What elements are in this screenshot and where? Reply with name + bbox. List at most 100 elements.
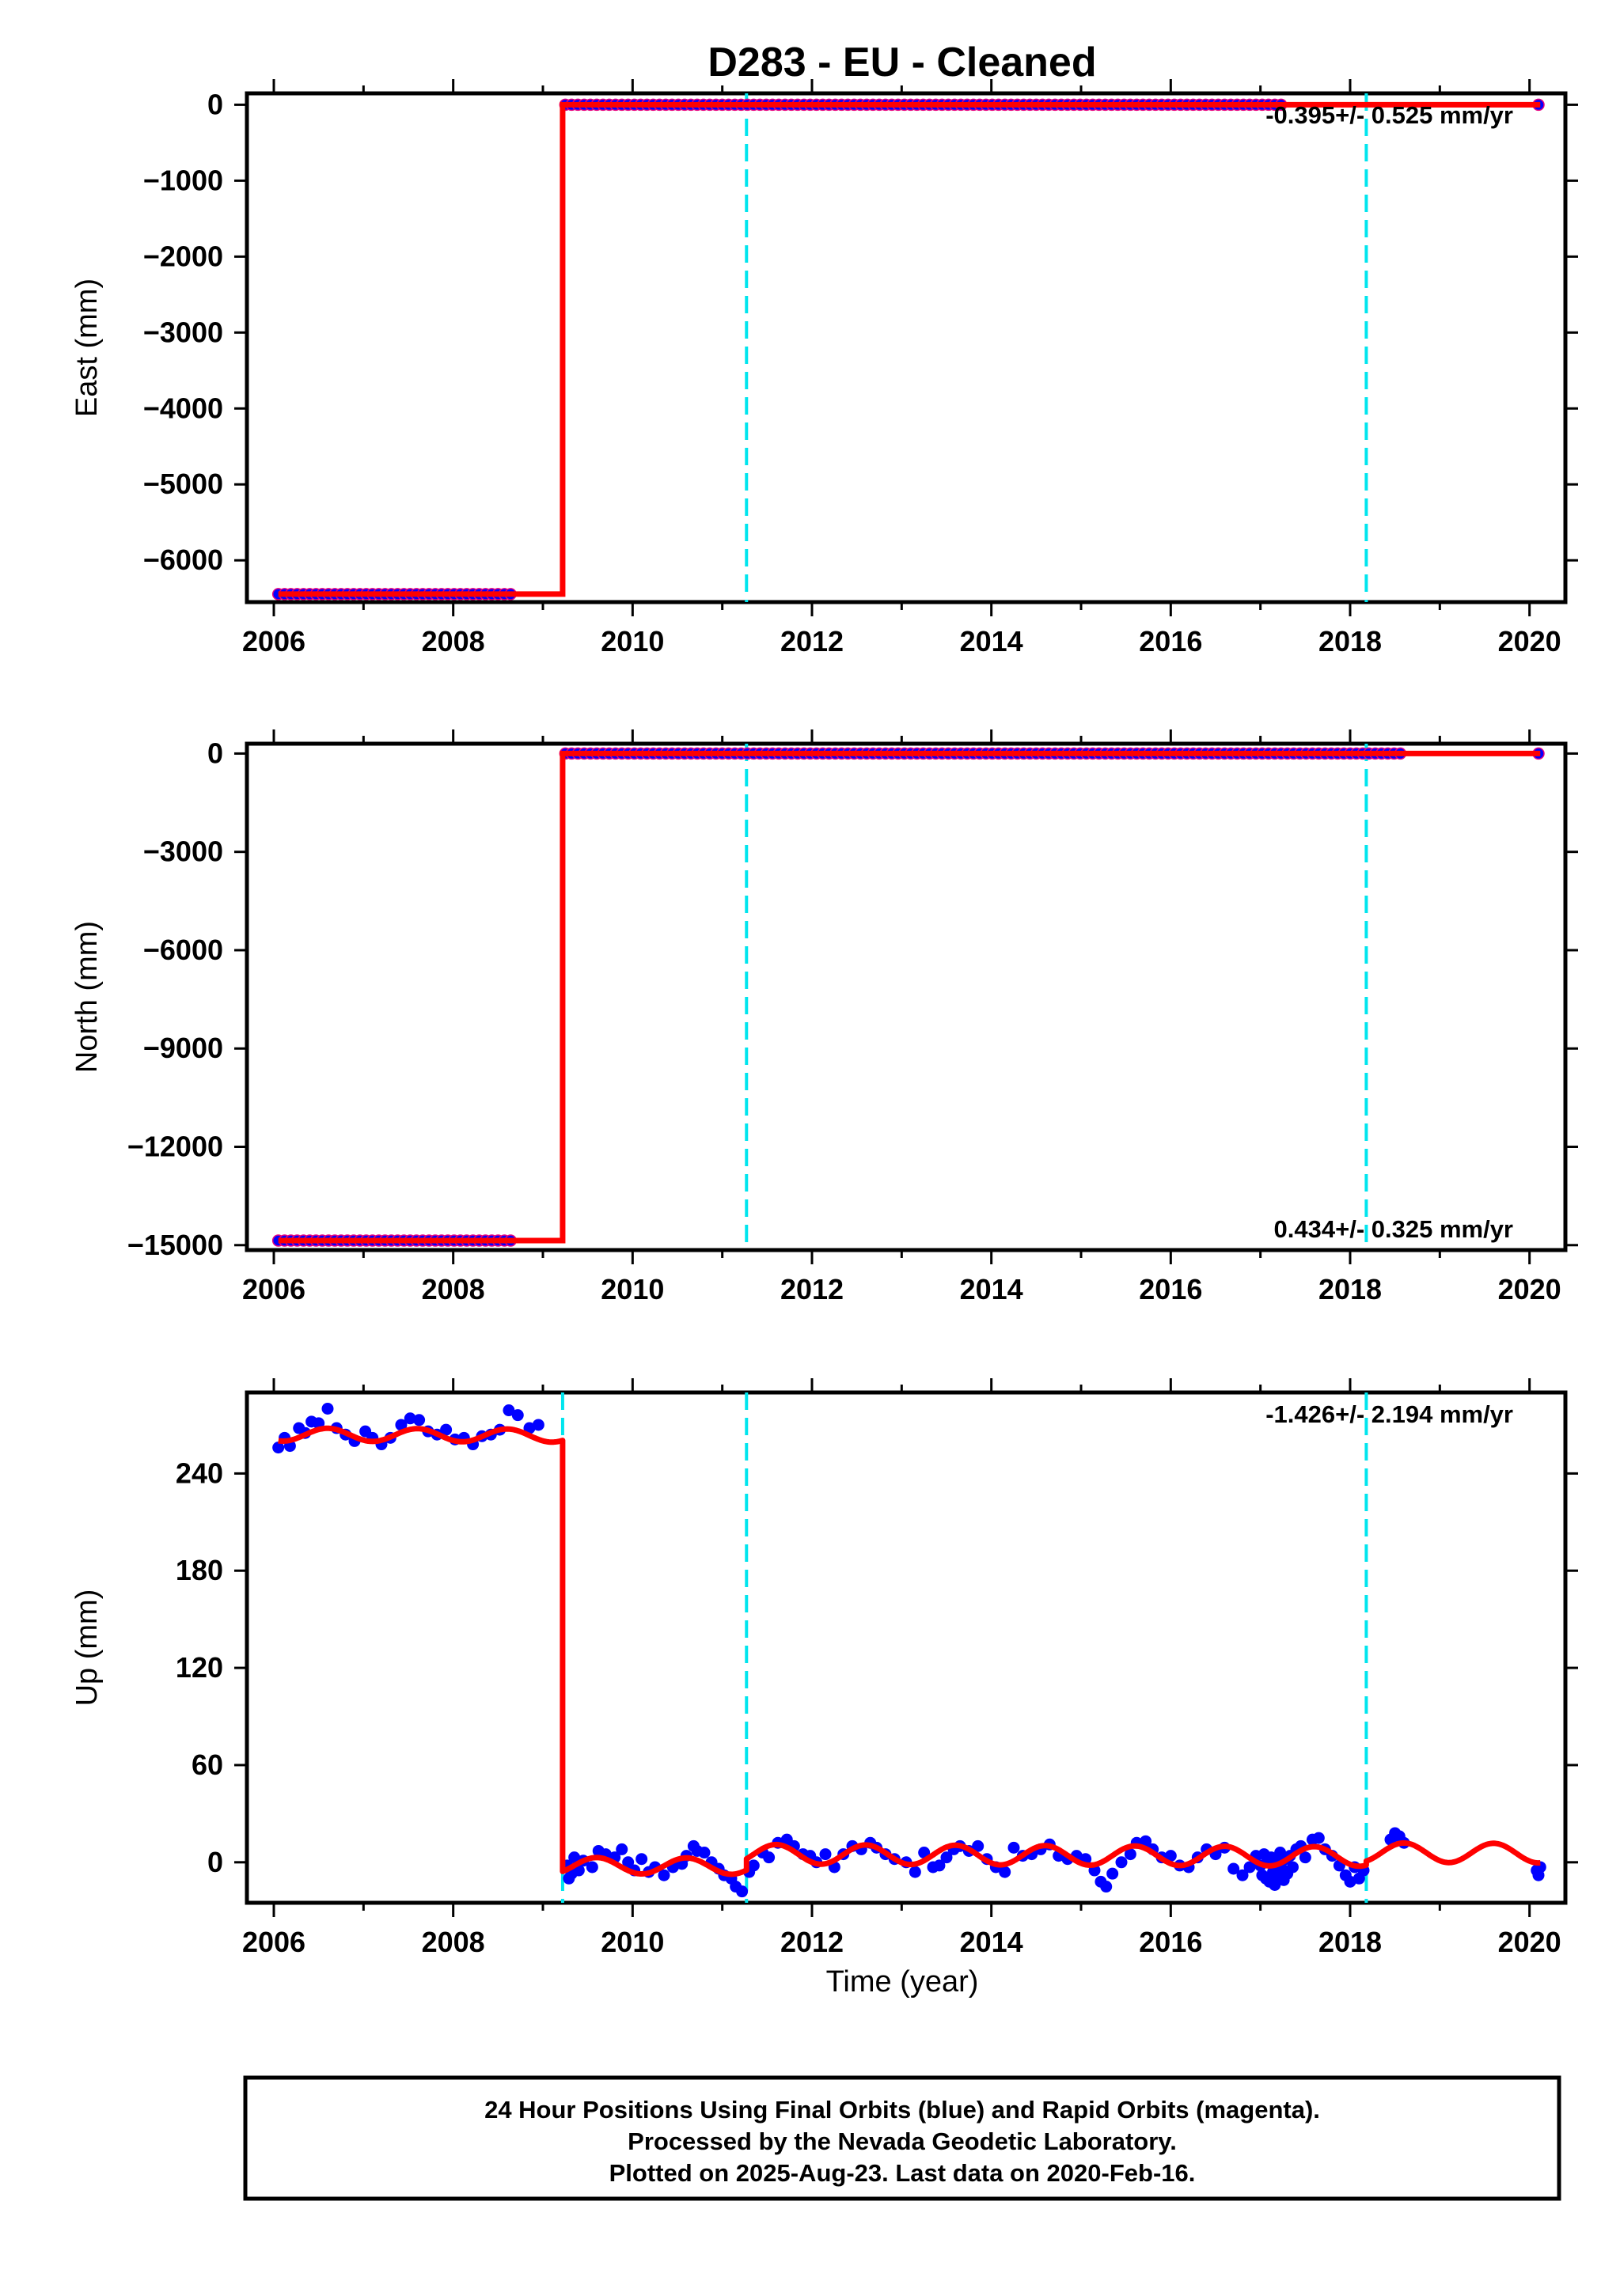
up-data-point	[1115, 1856, 1128, 1869]
footer-line-3: Plotted on 2025-Aug-23. Last data on 202…	[609, 2159, 1196, 2187]
up-data-point	[511, 1409, 524, 1422]
east-x-tick-label: 2012	[780, 625, 844, 657]
up-data-point	[933, 1859, 946, 1872]
x-axis-title: Time (year)	[826, 1965, 979, 1999]
up-y-tick-label: 240	[176, 1457, 223, 1489]
north-x-tick-label: 2008	[422, 1273, 485, 1305]
east-x-tick-label: 2016	[1139, 625, 1202, 657]
up-x-tick-label: 2006	[242, 1926, 305, 1958]
up-data-point	[532, 1419, 544, 1431]
up-y-tick-label: 120	[176, 1651, 223, 1684]
east-y-tick-label: −4000	[143, 392, 223, 424]
east-x-tick-label: 2010	[601, 625, 664, 657]
up-data-point	[940, 1851, 953, 1864]
north-y-tick-label: −9000	[143, 1032, 223, 1064]
up-data-point	[658, 1869, 670, 1881]
up-data-point	[321, 1402, 334, 1415]
north-plot-frame	[245, 741, 1568, 1252]
east-plot-area	[271, 93, 1545, 602]
up-x-tick-label: 2012	[780, 1926, 844, 1958]
east-y-tick-label: −1000	[143, 164, 223, 196]
up-data-point	[747, 1859, 760, 1872]
footer-line-1: 24 Hour Positions Using Final Orbits (bl…	[484, 2096, 1320, 2124]
up-data-point	[909, 1866, 921, 1878]
up-x-tick-label: 2010	[601, 1926, 664, 1958]
north-x-tick-label: 2010	[601, 1273, 664, 1305]
north-plot-area	[271, 744, 1545, 1250]
up-data-point	[635, 1853, 648, 1866]
north-x-tick-label: 2018	[1318, 1273, 1382, 1305]
up-data-point	[568, 1851, 581, 1864]
footer-box: 24 Hour Positions Using Final Orbits (bl…	[243, 2075, 1561, 2201]
north-y-axis-title: North (mm)	[70, 921, 104, 1073]
north-y-tick-label: 0	[207, 737, 223, 769]
east-velocity-label: -0.395+/- 0.525 mm/yr	[1265, 101, 1513, 129]
up-data-point	[1344, 1875, 1356, 1888]
up-data-point	[1236, 1869, 1249, 1881]
east-model-fit-line	[278, 101, 1541, 597]
east-panel: 2006 2008 2010 2012 2014 2016 2018 2020 0 −1000 −2…	[70, 79, 1578, 657]
up-data-point	[1164, 1850, 1177, 1862]
up-data-point	[918, 1847, 931, 1859]
up-data-point	[440, 1423, 453, 1436]
up-panel: 2006 2008 2010 2012 2014 2016 2018 2020 0 60 120 18…	[70, 1378, 1578, 1958]
east-x-tick-label: 2018	[1318, 625, 1382, 657]
up-data-point	[523, 1422, 536, 1434]
up-x-tick-label: 2014	[960, 1926, 1023, 1958]
up-data-point	[1227, 1862, 1240, 1875]
up-data-point	[999, 1866, 1011, 1878]
north-y-tick-label: −15000	[127, 1229, 223, 1261]
north-x-tick-label: 2014	[960, 1273, 1023, 1305]
east-y-tick-label: −6000	[143, 544, 223, 576]
north-x-tick-label: 2020	[1498, 1273, 1561, 1305]
north-y-tick-label: −3000	[143, 835, 223, 868]
up-y-axis-title: Up (mm)	[70, 1589, 104, 1707]
up-plot-frame	[245, 1390, 1568, 1905]
east-x-tick-label: 2006	[242, 625, 305, 657]
east-y-tick-label: −2000	[143, 240, 223, 272]
north-model-fit-line	[278, 750, 1541, 1244]
east-plot-frame	[245, 91, 1568, 604]
up-model-fit-line	[277, 1425, 1542, 1877]
up-data-point	[1243, 1861, 1256, 1874]
up-data-point	[1140, 1835, 1152, 1847]
up-y-tick-label: 0	[207, 1846, 223, 1878]
up-plot-area	[272, 1392, 1546, 1903]
up-data-point	[404, 1412, 416, 1425]
east-x-tick-label: 2020	[1498, 625, 1561, 657]
up-data-point	[763, 1851, 776, 1864]
up-data-point	[622, 1856, 635, 1869]
up-data-point	[1106, 1867, 1119, 1880]
north-y-tick-label: −12000	[127, 1131, 223, 1163]
up-x-tick-label: 2018	[1318, 1926, 1382, 1958]
footer-line-2: Processed by the Nevada Geodetic Laborat…	[628, 2127, 1177, 2155]
north-panel: 2006 2008 2010 2012 2014 2016 2018 2020 0 −3000 −6…	[70, 729, 1578, 1305]
north-velocity-label: 0.434+/- 0.325 mm/yr	[1274, 1215, 1513, 1243]
east-x-tick-label: 2014	[960, 625, 1023, 657]
up-data-point	[1299, 1851, 1311, 1864]
up-data-point	[1312, 1832, 1325, 1844]
north-x-tick-label: 2016	[1139, 1273, 1202, 1305]
east-y-axis-title: East (mm)	[70, 278, 104, 417]
up-data-point	[972, 1839, 985, 1852]
up-data-point	[1007, 1841, 1020, 1854]
north-y-tick-label: −6000	[143, 934, 223, 966]
footer-frame	[243, 2075, 1561, 2201]
up-data-point	[503, 1404, 515, 1417]
up-data-point	[819, 1848, 832, 1861]
north-x-tick-label: 2006	[242, 1273, 305, 1305]
east-x-tick-label: 2008	[422, 625, 485, 657]
up-x-tick-label: 2008	[422, 1926, 485, 1958]
east-y-tick-label: 0	[207, 88, 223, 120]
east-y-tick-label: −5000	[143, 468, 223, 500]
up-data-point	[272, 1442, 285, 1454]
up-data-point	[698, 1847, 711, 1859]
up-y-tick-label: 60	[192, 1749, 223, 1781]
up-x-tick-label: 2016	[1139, 1926, 1202, 1958]
up-y-tick-label: 180	[176, 1554, 223, 1586]
east-y-tick-label: −3000	[143, 316, 223, 348]
up-data-point	[395, 1419, 408, 1431]
north-x-tick-label: 2012	[780, 1273, 844, 1305]
up-data-point	[1286, 1861, 1299, 1874]
